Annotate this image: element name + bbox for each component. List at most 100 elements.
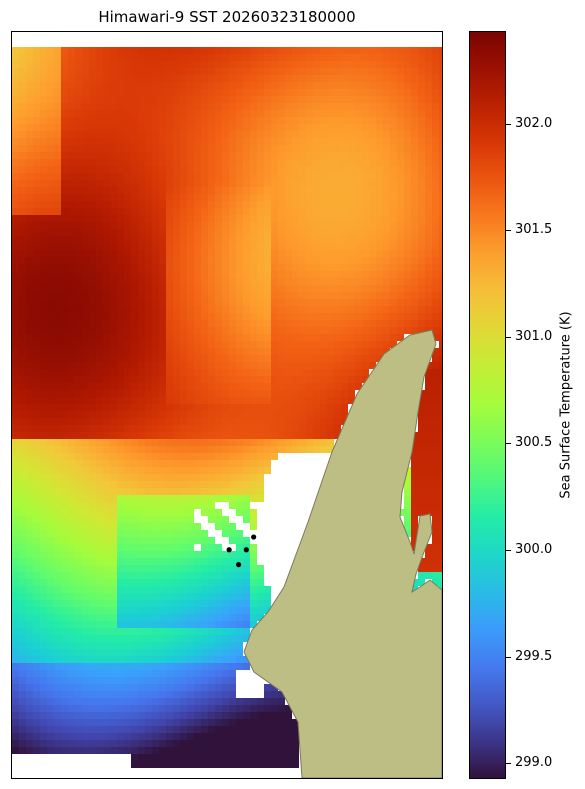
sst-cell	[257, 705, 264, 712]
sst-cell	[334, 425, 341, 432]
sst-cell	[320, 425, 327, 432]
sst-cell	[152, 201, 159, 208]
sst-cell	[180, 173, 187, 180]
sst-cell	[250, 47, 257, 54]
sst-cell	[327, 362, 334, 369]
sst-cell	[292, 719, 299, 726]
sst-cell	[306, 145, 313, 152]
sst-cell	[110, 54, 117, 61]
sst-cell	[68, 453, 75, 460]
sst-cell	[75, 166, 82, 173]
sst-cell	[152, 537, 159, 544]
sst-cell	[236, 719, 243, 726]
sst-cell	[208, 446, 215, 453]
sst-cell	[180, 82, 187, 89]
sst-cell	[47, 733, 54, 740]
sst-cell	[159, 145, 166, 152]
sst-cell	[89, 292, 96, 299]
sst-cell	[110, 222, 117, 229]
sst-cell	[404, 285, 411, 292]
sst-cell	[159, 726, 166, 733]
sst-cell	[166, 530, 173, 537]
sst-cell	[173, 705, 180, 712]
sst-cell	[180, 285, 187, 292]
sst-cell	[89, 670, 96, 677]
sst-cell	[222, 348, 229, 355]
sst-cell	[222, 250, 229, 257]
sst-cell	[103, 719, 110, 726]
sst-cell	[180, 271, 187, 278]
sst-cell	[397, 173, 404, 180]
sst-cell	[96, 649, 103, 656]
sst-cell	[208, 628, 215, 635]
sst-cell	[19, 467, 26, 474]
sst-cell	[33, 229, 40, 236]
sst-cell	[390, 341, 397, 348]
sst-cell	[229, 621, 236, 628]
sst-cell	[194, 327, 201, 334]
sst-cell	[376, 110, 383, 117]
sst-cell	[432, 397, 439, 404]
sst-cell	[278, 194, 285, 201]
sst-cell	[173, 61, 180, 68]
sst-cell	[117, 481, 124, 488]
sst-cell	[117, 208, 124, 215]
sst-cell	[285, 152, 292, 159]
sst-cell	[390, 243, 397, 250]
sst-cell	[397, 229, 404, 236]
sst-cell	[439, 425, 442, 432]
sst-cell	[103, 635, 110, 642]
sst-cell	[187, 208, 194, 215]
sst-cell	[75, 327, 82, 334]
sst-cell	[26, 215, 33, 222]
sst-cell	[82, 397, 89, 404]
sst-cell	[47, 341, 54, 348]
sst-cell	[229, 138, 236, 145]
sst-cell	[40, 733, 47, 740]
sst-cell	[12, 621, 19, 628]
sst-cell	[376, 61, 383, 68]
sst-cell	[54, 306, 61, 313]
sst-cell	[19, 523, 26, 530]
sst-cell	[33, 446, 40, 453]
sst-cell	[40, 341, 47, 348]
sst-cell	[145, 523, 152, 530]
sst-cell	[215, 47, 222, 54]
sst-cell	[54, 698, 61, 705]
sst-cell	[187, 404, 194, 411]
sst-cell	[341, 264, 348, 271]
sst-cell	[257, 565, 264, 572]
sst-cell	[257, 369, 264, 376]
sst-cell	[89, 306, 96, 313]
sst-cell	[404, 278, 411, 285]
sst-cell	[334, 75, 341, 82]
sst-cell	[264, 712, 271, 719]
sst-cell	[299, 215, 306, 222]
sst-cell	[334, 236, 341, 243]
sst-cell	[299, 194, 306, 201]
sst-cell	[152, 558, 159, 565]
sst-cell	[341, 96, 348, 103]
sst-cell	[68, 285, 75, 292]
sst-cell	[222, 719, 229, 726]
sst-cell	[166, 117, 173, 124]
sst-cell	[411, 460, 418, 467]
sst-cell	[33, 124, 40, 131]
sst-cell	[61, 726, 68, 733]
sst-cell	[250, 551, 257, 558]
sst-cell	[166, 481, 173, 488]
sst-cell	[68, 250, 75, 257]
sst-cell	[152, 544, 159, 551]
sst-cell	[215, 229, 222, 236]
sst-cell	[334, 131, 341, 138]
sst-cell	[278, 264, 285, 271]
sst-cell	[397, 250, 404, 257]
sst-cell	[96, 621, 103, 628]
sst-cell	[222, 355, 229, 362]
sst-cell	[110, 558, 117, 565]
sst-cell	[19, 75, 26, 82]
sst-cell	[54, 236, 61, 243]
sst-cell	[40, 418, 47, 425]
sst-cell	[117, 537, 124, 544]
sst-cell	[47, 376, 54, 383]
